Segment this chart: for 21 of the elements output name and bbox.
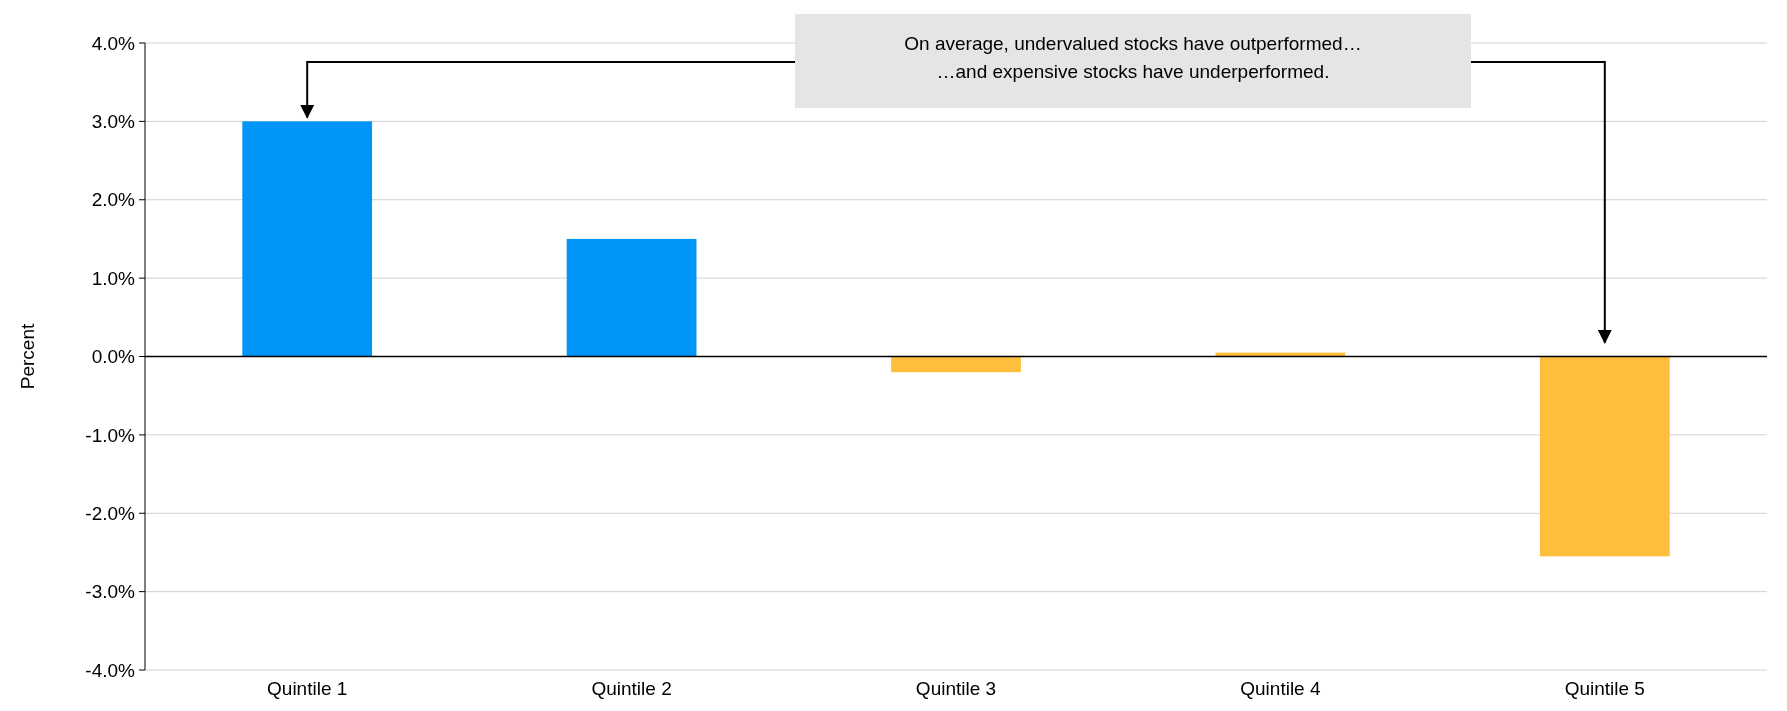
annotation: …and expensive stocks have underperformed.	[936, 61, 1330, 82]
y-tick-label: 3.0%	[91, 111, 136, 133]
bar	[1539, 356, 1670, 557]
y-tick-label: 4.0%	[91, 32, 136, 54]
y-tick-label: -1.0%	[85, 424, 136, 446]
y-axis-title: Percent	[17, 323, 38, 390]
x-tick-label: Quintile 5	[1564, 678, 1645, 699]
bar	[566, 238, 697, 357]
annotation: On average, undervalued stocks have outperformed…	[904, 33, 1362, 54]
y-tick-label: -4.0%	[85, 659, 136, 681]
y-tick-label: -2.0%	[85, 502, 136, 524]
x-tick-label: Quintile 1	[267, 678, 348, 699]
x-tick-label: Quintile 3	[915, 678, 997, 699]
y-tick-label: -3.0%	[85, 581, 136, 603]
x-tick-label: Quintile 4	[1240, 678, 1321, 699]
y-tick-label: 2.0%	[91, 189, 136, 211]
x-tick-label: Quintile 2	[591, 678, 672, 699]
y-tick-label: 1.0%	[91, 267, 136, 289]
bar	[891, 356, 1021, 373]
bar	[242, 121, 373, 357]
y-tick-label: 0.0%	[91, 346, 136, 368]
